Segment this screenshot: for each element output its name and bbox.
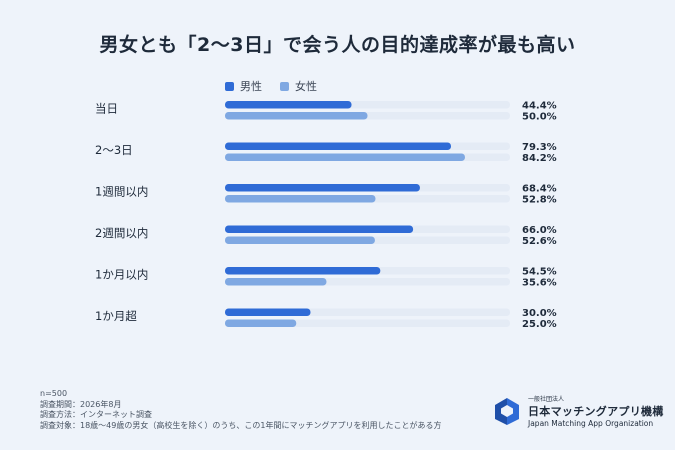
logo-english-text: Japan Matching App Organization	[528, 419, 654, 428]
legend-item-female: 女性	[280, 78, 317, 94]
bar-male	[225, 267, 381, 275]
bar-female	[225, 153, 465, 161]
category-label: 2〜3日	[95, 143, 133, 157]
bar-track	[225, 319, 510, 327]
logo-small-text: 一般社団法人	[528, 396, 565, 403]
value-label-male: 54.5%	[522, 267, 557, 278]
bar-male	[225, 225, 414, 233]
value-label-male: 68.4%	[522, 184, 557, 195]
value-label-female: 50.0%	[522, 112, 557, 123]
bar-female	[225, 195, 376, 203]
value-label-female: 84.2%	[522, 153, 557, 164]
value-label-female: 25.0%	[522, 319, 557, 330]
legend-label-male: 男性	[240, 80, 262, 93]
category-label: 1か月超	[95, 309, 137, 323]
legend-label-female: 女性	[295, 80, 317, 93]
bar-male	[225, 142, 452, 150]
legend-item-male: 男性	[225, 78, 262, 94]
legend: 男性 女性	[225, 78, 317, 94]
sample-size: n=500	[40, 389, 68, 398]
value-label-male: 79.3%	[522, 142, 557, 153]
chart-title: 男女とも「2〜3日」で会う人の目的達成率が最も高い	[99, 34, 576, 56]
value-label-female: 52.6%	[522, 236, 557, 247]
legend-swatch-male	[225, 81, 234, 91]
legend-swatch-female	[280, 81, 289, 91]
survey-method: 調査方法：インターネット調査	[40, 410, 152, 419]
survey-period: 調査期間：2026年8月	[40, 399, 122, 409]
bar-male	[225, 308, 311, 316]
organization-logo-icon	[495, 398, 519, 425]
bar-female	[225, 278, 327, 286]
organization-logo: 一般社団法人 日本マッチングアプリ機構 Japan Matching App O…	[492, 394, 664, 428]
category-label: 1週間以内	[95, 185, 148, 199]
value-label-male: 44.4%	[522, 101, 557, 112]
value-label-female: 52.8%	[522, 195, 557, 206]
bar-female	[225, 319, 297, 327]
survey-target: 調査対象：18歳〜49歳の男女（高校生を除く）のうち、この1年間にマッチングアプ…	[40, 420, 442, 430]
bar-female	[225, 112, 368, 120]
bar-male	[225, 184, 420, 192]
survey-notes: n=500 調査期間：2026年8月 調査方法：インターネット調査 調査対象：1…	[40, 389, 441, 431]
value-label-male: 66.0%	[522, 225, 557, 236]
bar-female	[225, 236, 375, 244]
value-label-female: 35.6%	[522, 278, 557, 289]
category-label: 2週間以内	[95, 226, 148, 240]
category-label: 1か月以内	[95, 268, 148, 282]
bar-male	[225, 101, 352, 109]
category-label: 当日	[95, 102, 118, 116]
value-label-male: 30.0%	[522, 308, 557, 319]
logo-main-text: 日本マッチングアプリ機構	[528, 405, 664, 418]
